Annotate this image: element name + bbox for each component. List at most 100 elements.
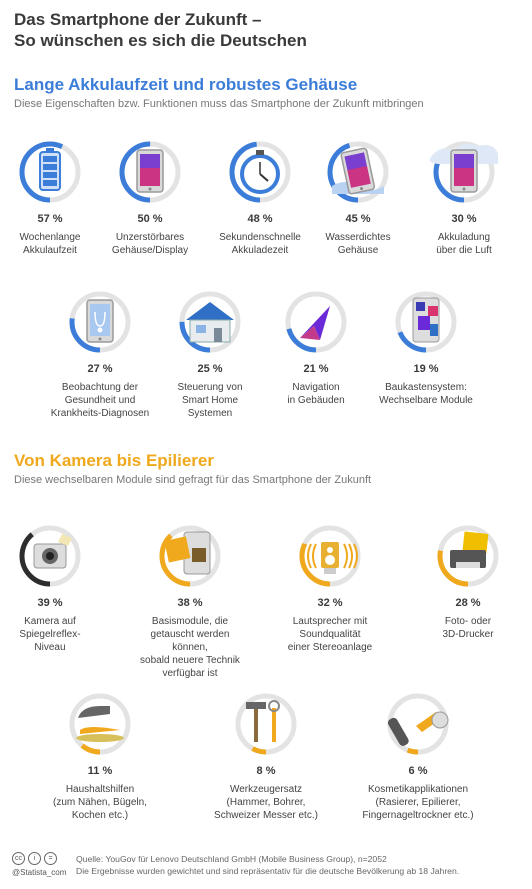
s2-value-3: 32 % [317,597,343,609]
s1-donut-arc-1 [19,141,81,203]
s2-donut-arc-6 [235,693,297,755]
s1-donut-arc-9 [395,291,457,353]
s2-label-6: Werkzeugersatz (Hammer, Bohrer, Schweize… [214,784,318,821]
speaker-icon [302,542,358,574]
section2-heading: Von Kamera bis Epilierer [14,451,214,470]
s1-label-5: Akkuladung über die Luft [436,232,492,256]
wireless-charging-icon [430,143,498,193]
s2-item-5: 11 % Haushaltshilfen (zum Nähen, Bügeln, … [44,690,156,822]
s1-label-8: Navigation in Gebäuden [287,382,345,406]
s2-item-7: 6 % Kosmetikapplikationen (Rasierer, Epil… [362,690,474,822]
s2-value-7: 6 % [408,765,428,777]
s2-label-3: Lautsprecher mit Soundqualität einer Ste… [287,616,373,653]
license-icons: cc i = [12,852,57,865]
s2-donut-arc-1 [19,525,81,587]
s2-label-7: Kosmetikapplikationen (Rasierer, Epilier… [362,784,474,821]
s1-donut-5 [430,141,498,203]
s1-value-3: 48 % [247,213,273,225]
s1-value-5: 30 % [451,213,477,225]
s1-value-2: 50 % [137,213,163,225]
s2-donut-track-5 [69,693,131,755]
attribution-icon: i [28,852,41,865]
s2-donut-arc-2 [159,525,221,587]
s1-label-1: Wochenlange Akkulaufzeit [19,232,81,256]
s1-item-1: 57 % Wochenlange Akkulaufzeit [0,138,106,257]
s1-item-2: 50 % Unzerstörbares Gehäuse/Display [94,138,206,257]
s1-donut-3 [229,141,291,203]
s1-donut-arc-4 [327,141,389,203]
no-derivatives-icon: = [44,852,57,865]
s1-donut-2 [119,141,181,203]
s2-value-5: 11 % [87,765,113,777]
s1-label-9: Baukastensystem: Wechselbare Module [379,382,473,406]
s1-label-2: Unzerstörbares Gehäuse/Display [111,232,189,256]
page-title: Das Smartphone der Zukunft – So wünschen… [14,10,307,50]
stopwatch-icon [240,150,280,194]
s2-donut-2 [159,525,221,587]
s1-label-4: Wasserdichtes Gehäuse [325,232,391,256]
cosmetics-icon [387,711,449,746]
cc-icon: cc [12,852,25,865]
s1-label-7: Steuerung von Smart Home Systemen [177,382,243,419]
s2-label-4: Foto- oder 3D-Drucker [442,616,494,640]
s1-donut-arc-3 [229,141,291,203]
s2-donut-4 [437,525,499,587]
source-text: Quelle: YouGov für Lenovo Deutschland Gm… [76,854,387,864]
s2-donut-6 [235,693,297,755]
smart-home-icon [186,302,234,343]
iron-icon [76,706,124,742]
camera-icon [33,534,72,569]
s1-donut-arc-7 [179,291,241,353]
s1-donut-8 [285,291,347,353]
s1-donut-arc-8 [285,291,347,353]
s2-item-2: 38 % Basismodule, die getauscht werden kö… [134,522,246,680]
s2-label-2: Basismodule, die getauscht werden können… [140,616,240,679]
s1-donut-1 [19,141,81,203]
s2-item-3: 32 % Lautsprecher mit Soundqualität einer… [274,522,386,654]
tools-icon [246,700,280,742]
s1-value-4: 45 % [345,213,371,225]
s2-donut-arc-5 [69,693,131,755]
section2-subtitle: Diese wechselbaren Module sind gefragt f… [14,474,372,486]
s1-item-9: 19 % Baukastensystem: Wechselbare Module [370,288,482,407]
module-swap-icon [164,531,211,575]
section1-subtitle: Diese Eigenschaften bzw. Funktionen muss… [14,98,424,110]
s2-item-6: 8 % Werkzeugersatz (Hammer, Bohrer, Schwe… [210,690,322,822]
phone-icon [136,149,164,193]
s2-donut-arc-4 [437,525,499,587]
s1-item-3: 48 % Sekundenschnelle Akkuladezeit [204,138,316,257]
s2-label-5: Haushaltshilfen (zum Nähen, Bügeln, Koch… [53,784,147,821]
s1-item-8: 21 % Navigation in Gebäuden [260,288,372,407]
s2-donut-1 [19,525,81,587]
s2-donut-3 [299,525,361,587]
health-phone-icon [86,299,114,343]
battery-icon [39,148,61,191]
s2-value-1: 39 % [37,597,63,609]
waterproof-phone-icon [332,147,384,195]
s2-donut-arc-7 [387,693,449,755]
navigation-icon [300,306,330,340]
s1-item-4: 45 % Wasserdichtes Gehäuse [302,138,414,257]
modular-phone-icon [412,297,440,343]
section1-heading: Lange Akkulaufzeit und robustes Gehäuse [14,75,358,94]
s2-item-4: 28 % Foto- oder 3D-Drucker [412,522,524,641]
s1-label-6: Beobachtung der Gesundheit und Krankheit… [50,382,150,419]
s1-label-3: Sekundenschnelle Akkuladezeit [219,232,301,256]
s1-item-6: 27 % Beobachtung der Gesundheit und Krank… [44,288,156,420]
s2-label-1: Kamera auf Spiegelreflex- Niveau [19,616,81,653]
statista-brand: @Statista_com [12,868,67,877]
s1-item-5: 30 % Akkuladung über die Luft [408,138,520,257]
s1-donut-9 [395,291,457,353]
s1-donut-arc-6 [69,291,131,353]
s1-donut-7 [179,291,241,353]
s1-donut-arc-5 [433,141,495,203]
s1-value-7: 25 % [197,363,223,375]
s2-donut-5 [69,693,131,755]
s1-donut-4 [327,141,389,203]
s1-value-8: 21 % [303,363,329,375]
s1-value-9: 19 % [413,363,439,375]
s1-item-7: 25 % Steuerung von Smart Home Systemen [154,288,266,420]
s2-donut-7 [387,693,449,755]
s1-value-6: 27 % [87,363,113,375]
source-note: Die Ergebnisse wurden gewichtet und sind… [76,866,460,876]
